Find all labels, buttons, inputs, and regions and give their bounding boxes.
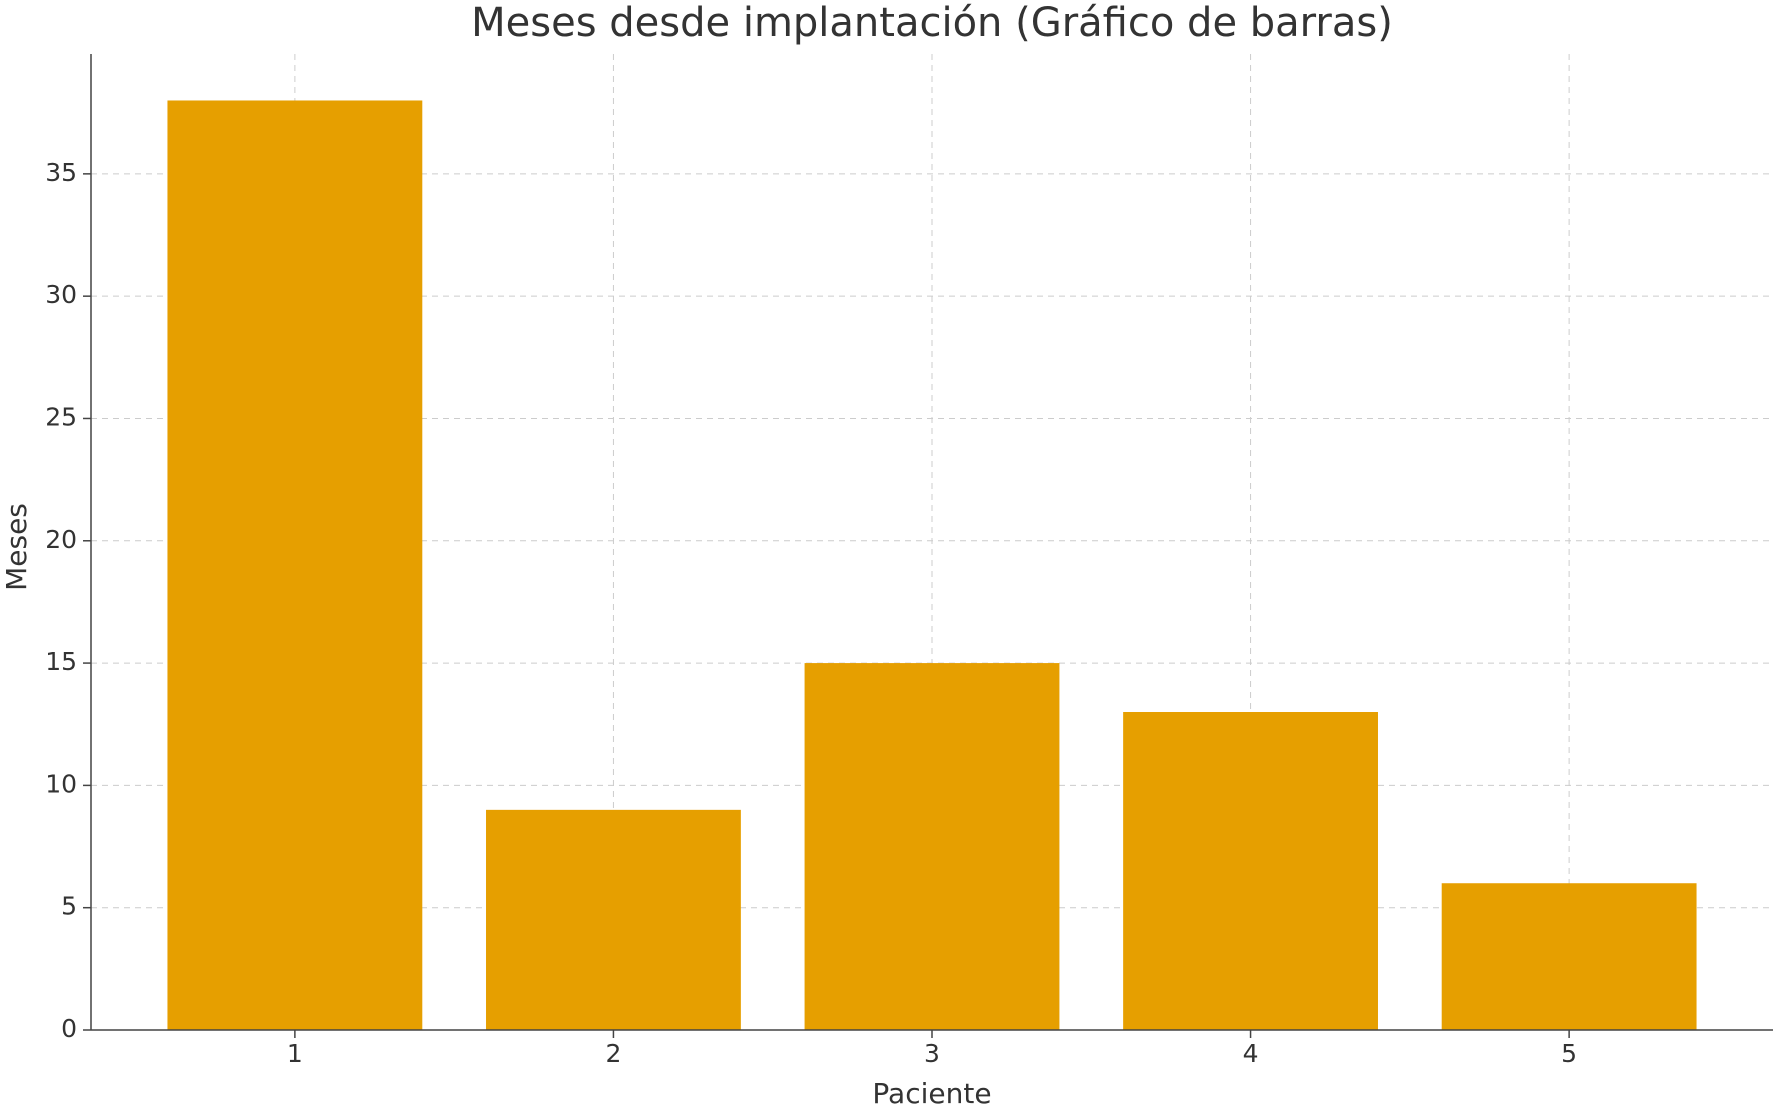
y-tick-label: 0 xyxy=(61,1014,77,1043)
y-tick-label: 30 xyxy=(45,280,77,309)
y-tick-label: 25 xyxy=(45,402,77,431)
x-tick-label: 3 xyxy=(924,1039,940,1068)
bar xyxy=(1123,712,1378,1030)
y-tick-label: 20 xyxy=(45,525,77,554)
y-axis-label: Meses xyxy=(0,503,33,591)
x-tick-label: 4 xyxy=(1243,1039,1259,1068)
y-tick-label: 5 xyxy=(61,892,77,921)
bar xyxy=(804,663,1060,1030)
x-axis-label: Paciente xyxy=(872,1077,991,1110)
y-tick-label: 35 xyxy=(45,158,77,187)
x-tick-label: 2 xyxy=(605,1039,621,1068)
bar xyxy=(486,809,741,1030)
y-tick-label: 15 xyxy=(45,647,77,676)
x-tick-label: 5 xyxy=(1561,1039,1577,1068)
bar xyxy=(1441,883,1697,1030)
x-tick-label: 1 xyxy=(287,1039,303,1068)
bar xyxy=(167,100,423,1030)
chart-title: Meses desde implantación (Gráfico de bar… xyxy=(471,0,1393,46)
y-tick-label: 10 xyxy=(45,769,77,798)
